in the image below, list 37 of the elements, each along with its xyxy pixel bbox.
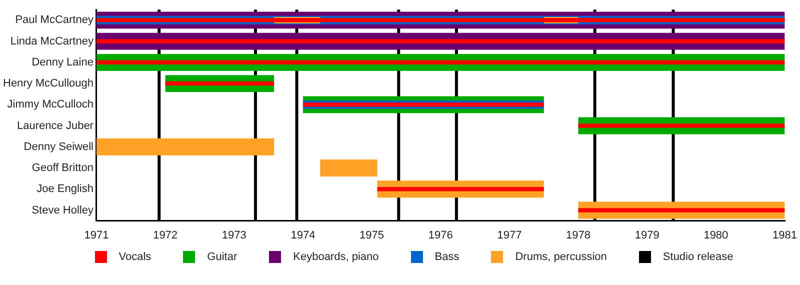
- x-tick-label: 1971: [84, 229, 109, 242]
- bar: [578, 124, 785, 128]
- x-tick-label: 1976: [428, 229, 453, 242]
- bar: [165, 81, 274, 86]
- x-tick-label: 1974: [290, 229, 316, 242]
- y-tick-label: Paul McCartney: [15, 14, 94, 26]
- y-tick-label: Geoff Britton: [32, 162, 94, 174]
- y-tick-label: Linda McCartney: [10, 35, 94, 48]
- x-tick-label: 1977: [497, 229, 522, 242]
- x-tick-label: 1972: [153, 229, 178, 242]
- bar: [96, 60, 785, 65]
- x-tick-label: 1980: [704, 229, 728, 242]
- legend-label: Guitar: [207, 251, 238, 263]
- x-tick-label: 1973: [222, 229, 246, 242]
- legend-label: Bass: [434, 251, 460, 263]
- bar: [377, 187, 544, 192]
- legend-label: Keyboards, piano: [293, 251, 379, 263]
- bar: [96, 18, 785, 22]
- x-tick-label: 1979: [634, 229, 660, 242]
- bar: [320, 160, 378, 176]
- legend-label: Vocals: [118, 251, 152, 263]
- bar: [578, 208, 785, 212]
- y-tick-label: Laurence Juber: [17, 120, 94, 132]
- bar: [96, 138, 274, 156]
- y-tick-label: Henry McCullough: [2, 78, 94, 90]
- y-tick-label: Denny Laine: [32, 56, 94, 68]
- bar: [96, 39, 785, 44]
- x-tick-label: 1981: [772, 229, 798, 242]
- y-tick-label: Joe English: [36, 183, 94, 196]
- y-tick-label: Denny Seiwell: [24, 140, 94, 153]
- bar: [302, 102, 544, 107]
- legend-label: Studio release: [662, 251, 734, 263]
- x-tick-label: 1978: [566, 229, 591, 242]
- x-tick-label: 1975: [360, 229, 384, 242]
- y-tick-label: Steve Holley: [32, 204, 94, 216]
- legend-label: Drums, percussion: [515, 251, 607, 263]
- y-tick-label: Jimmy McCulloch: [7, 98, 94, 111]
